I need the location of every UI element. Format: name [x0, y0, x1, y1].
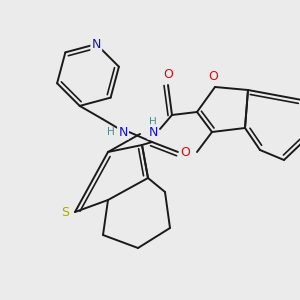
Text: H: H: [149, 117, 157, 127]
Text: O: O: [163, 68, 173, 82]
Text: N: N: [118, 125, 128, 139]
Text: S: S: [61, 206, 69, 218]
Text: O: O: [180, 146, 190, 158]
Text: N: N: [92, 38, 101, 51]
Text: H: H: [107, 127, 115, 137]
Text: O: O: [208, 70, 218, 83]
Text: N: N: [148, 125, 158, 139]
